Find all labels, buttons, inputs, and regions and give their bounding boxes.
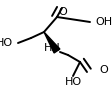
Text: O: O xyxy=(99,65,108,75)
Text: HO: HO xyxy=(64,77,82,87)
Text: HO: HO xyxy=(0,38,13,48)
Text: OH: OH xyxy=(95,17,112,27)
Text: O: O xyxy=(59,7,67,17)
Polygon shape xyxy=(44,32,60,53)
Text: HN: HN xyxy=(44,43,60,53)
